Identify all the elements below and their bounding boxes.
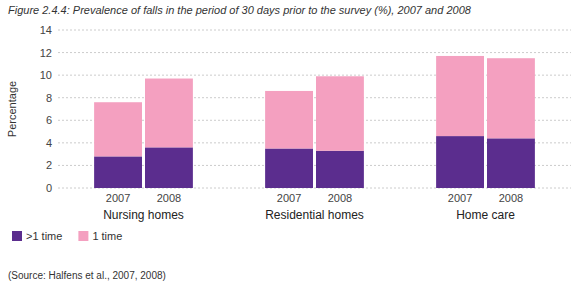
y-tick-label: 14 (40, 24, 52, 36)
legend-label: >1 time (26, 230, 62, 242)
y-tick-label: 12 (40, 47, 52, 59)
x-tick-label: 2007 (448, 192, 472, 204)
bar-segment (316, 151, 364, 188)
x-tick-label: 2008 (157, 192, 181, 204)
x-tick-label: 2007 (277, 192, 301, 204)
y-tick-label: 2 (46, 159, 52, 171)
bar-segment (265, 149, 313, 189)
bar-segment (316, 76, 364, 150)
grid-line (58, 30, 571, 31)
x-tick-label: 2008 (499, 192, 523, 204)
bar-segment (265, 91, 313, 149)
source: (Source: Halfens et al., 2007, 2008) (8, 270, 166, 281)
grid (58, 30, 571, 188)
bar-segment (145, 79, 193, 148)
bars (94, 56, 535, 188)
x-tick-label: 2007 (106, 192, 130, 204)
bar-segment (145, 147, 193, 188)
y-axis-label: Percentage (6, 81, 18, 137)
bar-segment (94, 102, 142, 156)
group-label: Residential homes (265, 208, 364, 222)
group-label: Home care (456, 208, 515, 222)
bar-segment (487, 58, 535, 138)
y-tick-label: 6 (46, 114, 52, 126)
y-tick-label: 0 (46, 182, 52, 194)
x-tick-label: 2008 (328, 192, 352, 204)
legend-label: 1 time (92, 230, 122, 242)
title: Figure 2.4.4: Prevalence of falls in the… (8, 4, 472, 16)
legend: >1 time 1 time (12, 230, 122, 242)
chart: Figure 2.4.4: Prevalence of falls in the… (0, 0, 581, 287)
group-label: Nursing homes (103, 208, 184, 222)
y-tick-label: 10 (40, 69, 52, 81)
bar-segment (436, 56, 484, 136)
bar-segment (94, 156, 142, 188)
bar-segment (487, 138, 535, 188)
grid-line (58, 52, 571, 53)
y-tick-label: 4 (46, 137, 52, 149)
bar-segment (436, 136, 484, 188)
legend-swatch (12, 231, 22, 241)
legend-swatch (78, 231, 88, 241)
y-tick-label: 8 (46, 92, 52, 104)
